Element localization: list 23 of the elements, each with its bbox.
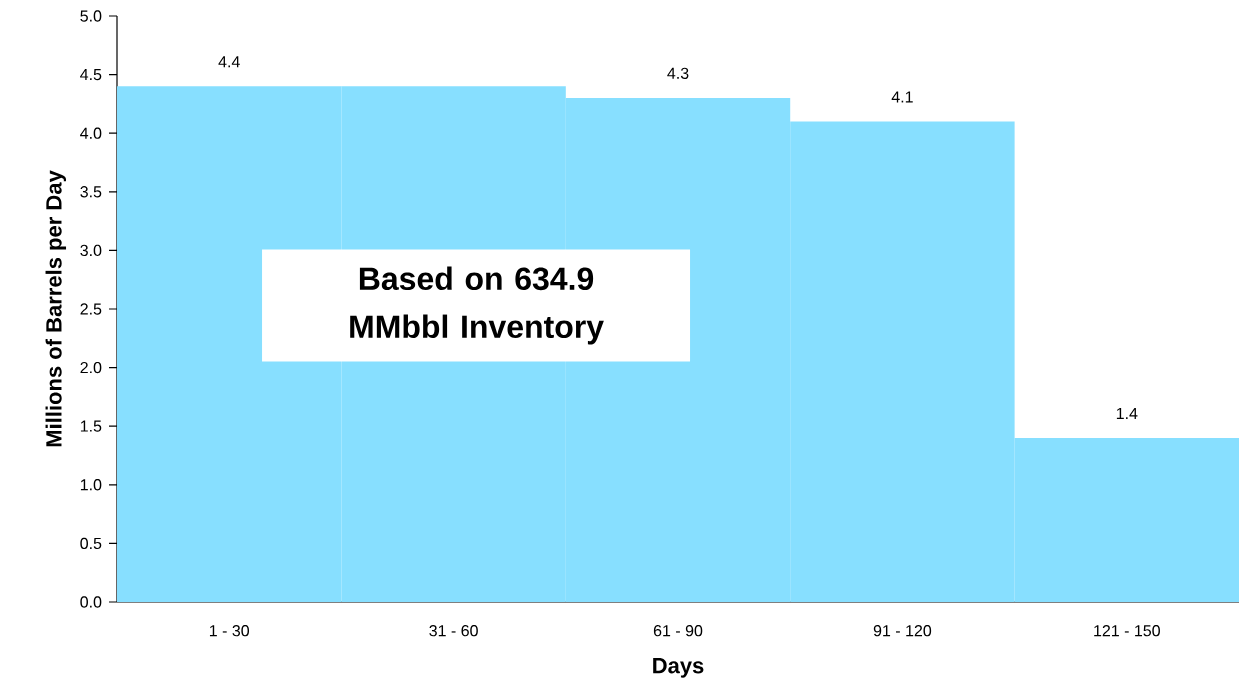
x-axis-title: Days <box>653 658 704 678</box>
x-tick-label: 91 - 120 <box>873 625 932 637</box>
x-tick-label: 61 - 90 <box>653 625 703 637</box>
y-axis-title: Millions of Barrels per Day <box>45 170 67 447</box>
data-label: 1.4 <box>1116 407 1138 419</box>
annotation: Based on 634.9 MMbbl Inventory <box>350 266 604 345</box>
y-tick-label: 4.5 <box>80 69 102 81</box>
x-tick-label: 121 - 150 <box>1094 625 1160 637</box>
data-label: 4.4 <box>218 56 240 68</box>
data-label: 4.1 <box>891 91 913 103</box>
x-tick-label: 1 - 30 <box>209 625 250 637</box>
y-tick-label: 5.0 <box>80 10 102 22</box>
data-label: 4.3 <box>667 67 689 79</box>
y-tick-label: 0.5 <box>80 537 102 550</box>
y-tick-label: 0.0 <box>80 596 102 608</box>
y-tick-label: 2.5 <box>80 303 102 315</box>
y-tick-label: 4.0 <box>80 127 102 139</box>
y-tick-label: 3.0 <box>80 244 102 257</box>
y-tick-label: 1.5 <box>80 420 102 432</box>
y-tick-label: 3.5 <box>80 186 102 198</box>
y-tick-label: 1.0 <box>80 479 102 491</box>
y-tick-label: 2.0 <box>80 361 102 374</box>
x-tick-label: 31 - 60 <box>429 625 478 637</box>
